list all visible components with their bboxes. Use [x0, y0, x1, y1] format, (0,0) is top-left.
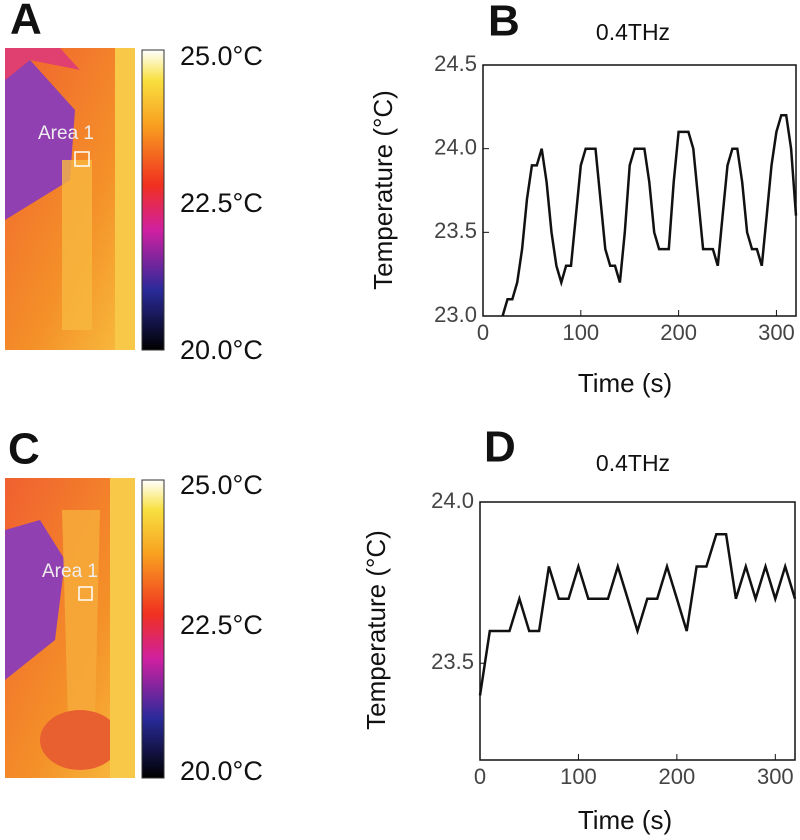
- thermal-image-a: [5, 48, 135, 350]
- y-tick-label: 24.0: [431, 488, 474, 513]
- y-axis-label: Temperature (°C): [368, 90, 398, 290]
- panel-label: B: [488, 0, 520, 46]
- thermal-image-c: [5, 478, 135, 778]
- chart-title: 0.4THz: [596, 450, 670, 476]
- x-axis-label: Time (s): [578, 805, 672, 835]
- data-line: [501, 113, 798, 317]
- x-tick-label: 100: [562, 320, 599, 345]
- x-tick-label: 300: [758, 320, 795, 345]
- area-label: Area 1: [42, 561, 98, 582]
- y-tick-label: 23.5: [431, 649, 474, 674]
- y-axis-label: Temperature (°C): [361, 530, 391, 730]
- x-tick-label: 300: [757, 764, 794, 789]
- colorbar-label: 25.0°C: [180, 470, 263, 500]
- y-tick-label: 23.0: [434, 302, 477, 327]
- plot-frame: [479, 501, 796, 761]
- colorbar: [141, 49, 165, 351]
- x-tick-label: 0: [477, 320, 489, 345]
- y-tick-label: 24.0: [434, 134, 477, 159]
- colorbar-label: 20.0°C: [180, 756, 263, 786]
- colorbar-label: 22.5°C: [180, 610, 263, 640]
- colorbar: [141, 479, 165, 779]
- x-tick-label: 0: [474, 764, 486, 789]
- area-label: Area 1: [38, 123, 94, 144]
- x-tick-label: 200: [659, 764, 696, 789]
- colorbar-label: 20.0°C: [180, 335, 263, 365]
- chart-title: 0.4THz: [596, 19, 670, 45]
- x-axis-label: Time (s): [578, 368, 672, 398]
- plot-frame: [482, 64, 797, 317]
- colorbar-label: 22.5°C: [180, 188, 263, 218]
- panel-label: D: [484, 423, 516, 472]
- panel-label: A: [10, 0, 42, 44]
- x-tick-label: 200: [660, 320, 697, 345]
- panel-label: C: [8, 425, 40, 474]
- colorbar-label: 25.0°C: [180, 41, 263, 71]
- data-line: [478, 533, 797, 696]
- y-tick-label: 24.5: [434, 51, 477, 76]
- y-tick-label: 23.5: [434, 218, 477, 243]
- x-tick-label: 100: [560, 764, 597, 789]
